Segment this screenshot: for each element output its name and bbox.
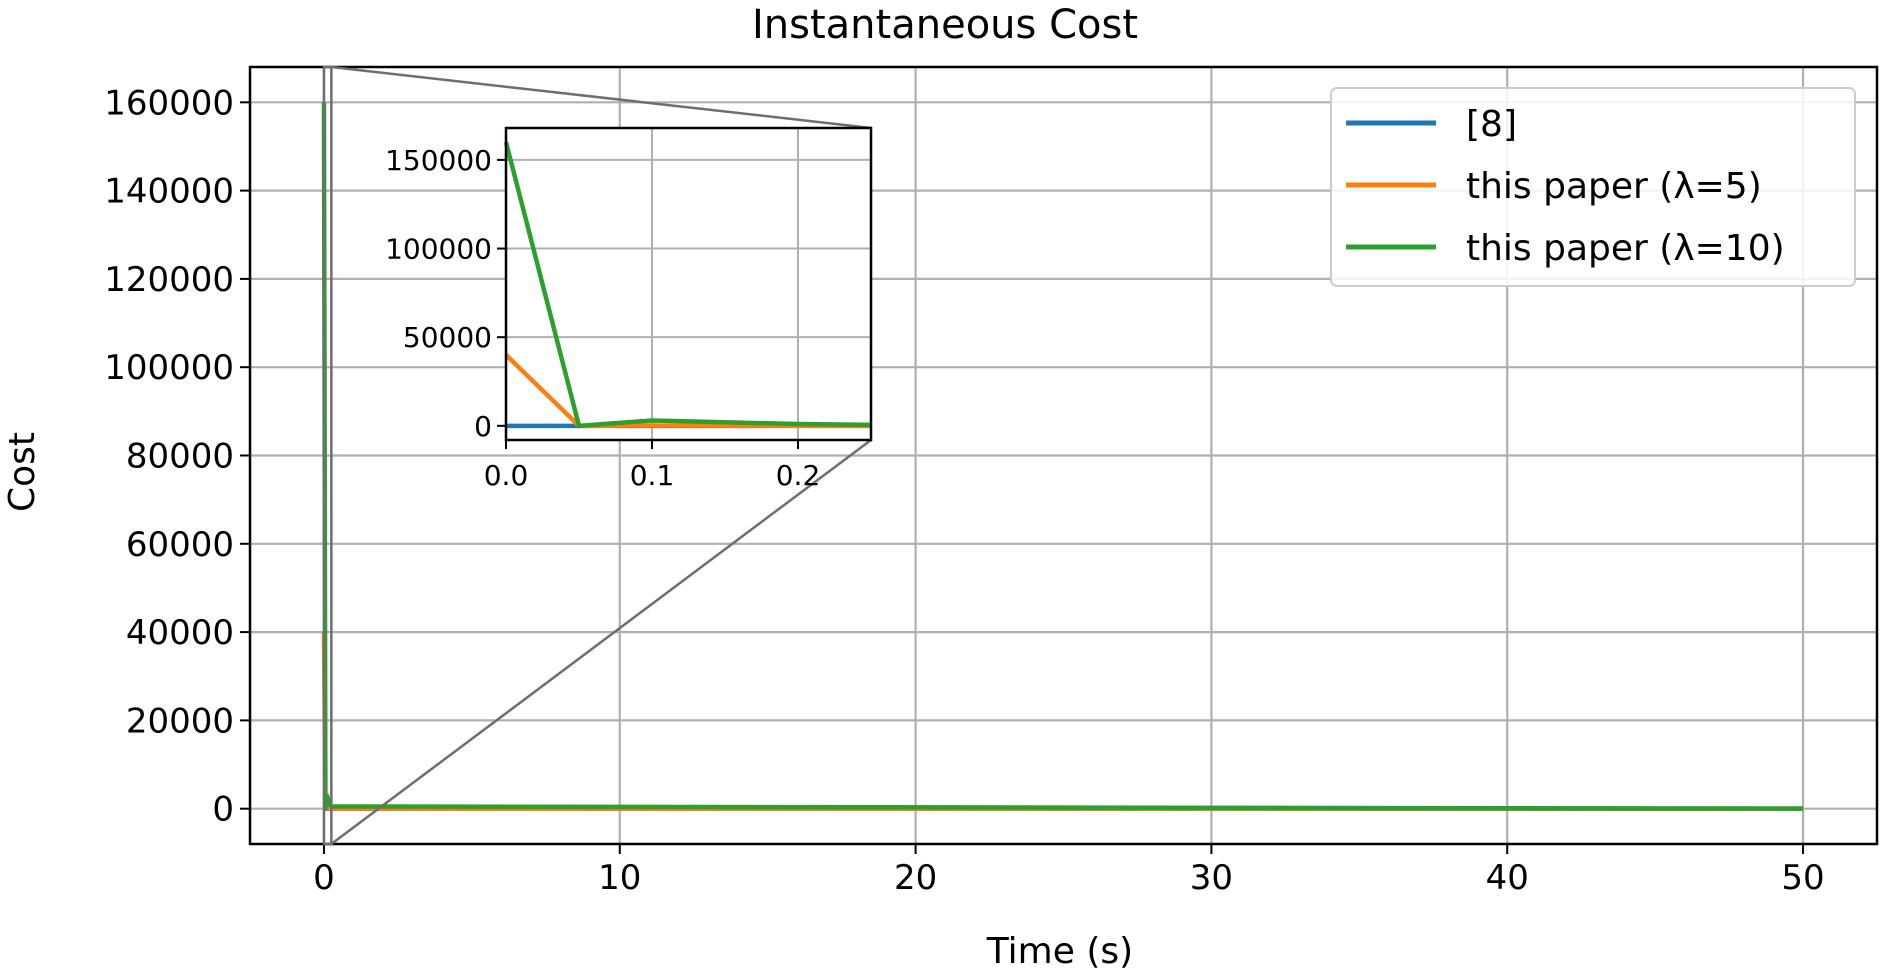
inset-x-tick-label: 0.0 [484, 459, 529, 492]
inset-background [506, 128, 871, 440]
inset-series-line-3 [503, 141, 872, 429]
main-x-tick-label: 0 [313, 858, 335, 898]
main-x-tick-label: 30 [1190, 858, 1233, 898]
inset-y-tick-label: 0 [474, 410, 492, 443]
legend-entries: [8] this paper (λ=5) this paper (λ=10) [1346, 104, 1785, 269]
legend-label-1: [8] [1466, 104, 1517, 145]
legend: [8] this paper (λ=5) this paper (λ=10) [1330, 87, 1856, 287]
main-x-ticks: 0 10 20 30 40 50 [313, 844, 1825, 898]
main-y-tick-label: 80000 [126, 437, 234, 477]
main-x-tick-label: 20 [894, 858, 937, 898]
main-y-tick-label: 60000 [126, 525, 234, 565]
zoom-region-box [322, 65, 333, 846]
inset-y-tick-label: 100000 [385, 233, 492, 266]
main-y-ticks: 0 20000 40000 60000 80000 100000 120000 140000 1… [104, 83, 250, 830]
main-y-tick-label: 140000 [104, 172, 234, 212]
zoom-connector-line [330, 438, 872, 846]
legend-label-3: this paper (λ=10) [1466, 228, 1785, 269]
zoom-connector-line [331, 65, 872, 130]
x-axis-label: Time (s) [986, 931, 1133, 972]
inset-y-ticks: 0 50000 100000 150000 [385, 144, 506, 443]
main-y-tick-label: 100000 [104, 348, 234, 388]
inset-x-ticks: 0.0 0.1 0.2 [484, 440, 821, 492]
inset-x-tick-label: 0.2 [776, 459, 821, 492]
inset-series-group [503, 141, 872, 429]
main-y-tick-label: 40000 [126, 613, 234, 653]
legend-label-2: this paper (λ=5) [1466, 166, 1762, 207]
inset-y-tick-label: 150000 [385, 144, 492, 177]
main-x-tick-label: 50 [1781, 858, 1824, 898]
inset-plot-frame [504, 126, 873, 442]
chart-title: Instantaneous Cost [752, 2, 1138, 48]
main-y-tick-label: 0 [212, 790, 234, 830]
main-y-tick-label: 120000 [104, 260, 234, 300]
main-y-tick-label: 160000 [104, 83, 234, 123]
y-axis-label: Cost [2, 432, 43, 512]
main-y-tick-label: 20000 [126, 701, 234, 741]
inset-x-tick-label: 0.1 [630, 459, 675, 492]
zoom-indicator [322, 65, 872, 846]
inset-y-tick-label: 50000 [403, 321, 492, 354]
main-x-tick-label: 10 [598, 858, 641, 898]
main-x-tick-label: 40 [1486, 858, 1529, 898]
legend-box [1330, 87, 1856, 287]
